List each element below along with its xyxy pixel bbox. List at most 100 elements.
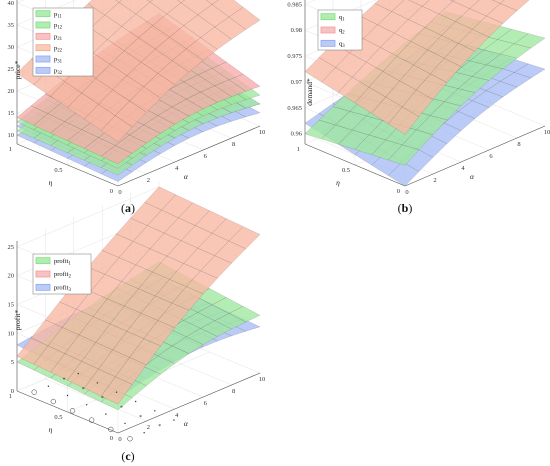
z-tick-label: 0.985 (287, 1, 302, 8)
y-tick-label: 0 (397, 188, 400, 195)
surface-profit2 (16, 186, 261, 405)
surface-cell (450, 0, 455, 2)
z-tick-label: 35 (8, 22, 15, 29)
y-tick-label: 1 (9, 146, 12, 153)
axis-line (16, 390, 119, 434)
x-tick-label: 6 (489, 153, 493, 160)
legend-swatch (35, 32, 51, 40)
x-axis-label: α (470, 172, 475, 181)
z-tick-label: 15 (8, 110, 15, 117)
marker-dot (66, 394, 69, 397)
x-tick-label: 4 (175, 165, 179, 172)
legend-swatch (35, 66, 51, 74)
axis-line (16, 143, 119, 187)
y-axis-label: η (49, 178, 53, 187)
y-tick-label: 1 (297, 146, 300, 153)
surface-cell (146, 0, 153, 3)
z-tick-label: 25 (8, 66, 15, 73)
x-tick-label: 2 (147, 177, 150, 184)
surface-cell (492, 0, 505, 4)
legend-swatch (320, 39, 336, 47)
legend-swatch (35, 55, 51, 63)
legend-entry: q3 (339, 41, 345, 50)
marker-dot (77, 372, 79, 375)
x-tick-label: 6 (204, 153, 208, 160)
marker-dot (154, 410, 156, 412)
x-tick-label: 10 (259, 376, 266, 383)
z-tick-label: 0.975 (287, 53, 302, 60)
panel-label: (a) (121, 201, 135, 215)
x-tick-label: 0 (118, 436, 121, 443)
axis-line (117, 372, 261, 434)
legend: profit1 profit2 profit3 (32, 253, 92, 295)
marker-dot (47, 385, 50, 387)
legend-entry: p32 (54, 68, 63, 77)
marker-circle (31, 389, 37, 395)
legend-entry: p12 (54, 22, 63, 31)
surface-cell (228, 306, 261, 323)
surface-cell (228, 7, 261, 30)
marker-star: * (82, 387, 85, 393)
z-tick-label: 0.96 (291, 131, 303, 138)
z-axis-label: demand* (305, 78, 314, 106)
marker-star: * (120, 406, 123, 412)
panel-label: (c) (121, 449, 134, 463)
z-tick-label: 25 (8, 244, 15, 251)
x-tick-label: 2 (433, 177, 436, 184)
surface-cell (205, 0, 219, 5)
axis-line (304, 143, 406, 187)
tick-labels: 0 2 4 6 8 10 0 0.5 1 0.96 0.965 0.97 0.975 0.98 0.985 (287, 1, 550, 196)
surface-q2 (304, 0, 530, 135)
z-tick-label: 40 (8, 0, 15, 7)
x-tick-label: 0 (405, 189, 408, 196)
z-axis-label: price* (13, 60, 22, 79)
marker-star: * (101, 396, 104, 402)
x-tick-label: 4 (461, 165, 465, 172)
z-tick-label: 5 (11, 359, 14, 366)
x-tick-label: 4 (175, 412, 179, 419)
axes (304, 0, 546, 187)
surface-cell (408, 0, 430, 7)
marker-dot (105, 413, 107, 415)
z-tick-label: 10 (8, 330, 15, 337)
legend-entry: p21 (54, 34, 63, 43)
marker-circle (108, 426, 114, 433)
legend-swatch (35, 10, 51, 18)
legend-swatch (320, 26, 336, 34)
z-tick-label: 0.98 (291, 27, 302, 34)
axis-line (404, 125, 546, 187)
y-tick-label: 0.5 (54, 414, 62, 421)
marker-dot (134, 400, 137, 403)
y-axis-label: η (49, 425, 53, 434)
surface-cell (514, 63, 546, 79)
x-tick-label: 10 (544, 129, 550, 136)
z-tick-label: 10 (8, 132, 15, 139)
surface-cell (514, 33, 546, 49)
legend-entry: p22 (54, 45, 63, 54)
marker-dot (86, 404, 88, 406)
axes (16, 0, 261, 187)
x-axis-label: α (184, 172, 189, 181)
legend-box (32, 7, 94, 77)
y-tick-label: 0 (110, 435, 113, 442)
y-tick-label: 0.5 (54, 167, 62, 174)
x-tick-label: 10 (259, 129, 266, 136)
panel-c: 024681000.510510152025αηprofit*profit1pr… (8, 181, 266, 463)
surface-p22 (16, 0, 261, 143)
x-tick-label: 8 (232, 388, 235, 395)
legend: q1 q2 q3 (317, 9, 363, 51)
z-tick-label: 0.97 (291, 79, 303, 86)
x-tick-label: 6 (204, 400, 208, 407)
grid-line (16, 186, 160, 247)
legend-entry: profit3 (54, 285, 71, 294)
marker-circle (69, 408, 76, 414)
y-axis-label: η (336, 178, 340, 187)
marker-circle (127, 436, 133, 442)
marker-star: * (158, 424, 161, 430)
z-axis-label: profit* (13, 310, 22, 331)
panel-label: (b) (398, 201, 413, 215)
x-tick-label: 8 (232, 141, 235, 148)
floor-markers: * * * * * * (31, 372, 175, 442)
marker-dot (173, 419, 175, 421)
